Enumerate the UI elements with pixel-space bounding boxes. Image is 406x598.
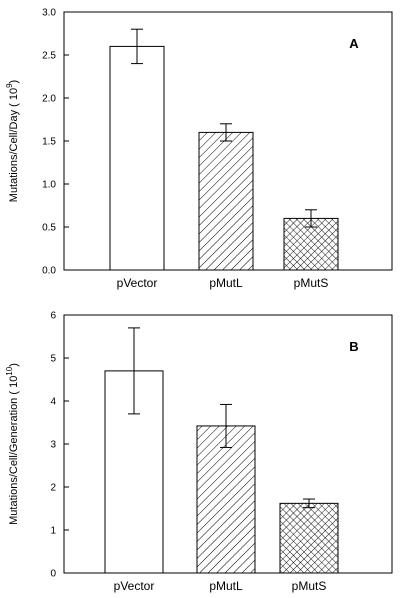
y-tick-label: 3 bbox=[50, 440, 56, 451]
y-tick-label: 1.5 bbox=[42, 137, 56, 148]
x-tick-label: pVector bbox=[117, 276, 158, 290]
y-tick-label: 0.5 bbox=[42, 223, 56, 234]
y-tick-label: 6 bbox=[50, 311, 56, 322]
y-axis-label: Mutations/Cell/Generation ( 1010) bbox=[5, 363, 20, 525]
y-tick-label: 0 bbox=[50, 569, 56, 580]
y-tick-label: 3.0 bbox=[42, 8, 56, 19]
y-tick-label: 1 bbox=[50, 526, 56, 537]
y-tick-label: 1.0 bbox=[42, 180, 56, 191]
bar-pMutL bbox=[198, 131, 254, 271]
y-tick-label: 2 bbox=[50, 483, 56, 494]
y-tick-label: 0.0 bbox=[42, 266, 56, 277]
panel-label: B bbox=[349, 339, 358, 354]
chart-panel-b: 0 1 2 3 4 5 6 pVector pMutL pMutS B Mutations/Cell/… bbox=[5, 311, 393, 593]
panel-label: A bbox=[349, 36, 359, 51]
x-tick-label: pMutS bbox=[292, 579, 327, 593]
y-tick-label: 2.0 bbox=[42, 94, 56, 105]
bar-pMutL bbox=[196, 425, 256, 574]
x-tick-label: pMutS bbox=[294, 276, 329, 290]
x-tick-label: pMutL bbox=[209, 276, 243, 290]
x-tick-label: pMutL bbox=[209, 579, 243, 593]
y-tick-label: 5 bbox=[50, 354, 56, 365]
y-tick-label: 2.5 bbox=[42, 51, 56, 62]
y-axis-label: Mutations/Cell/Day ( 109) bbox=[5, 80, 20, 202]
bar-pVector bbox=[109, 45, 165, 271]
bar-pMutS bbox=[279, 502, 339, 574]
y-tick-label: 4 bbox=[50, 397, 56, 408]
x-tick-label: pVector bbox=[114, 579, 155, 593]
chart-panel-a: 0.0 0.5 1.0 1.5 2.0 2.5 3.0 pVector pMutL pMutS A M… bbox=[5, 8, 393, 290]
